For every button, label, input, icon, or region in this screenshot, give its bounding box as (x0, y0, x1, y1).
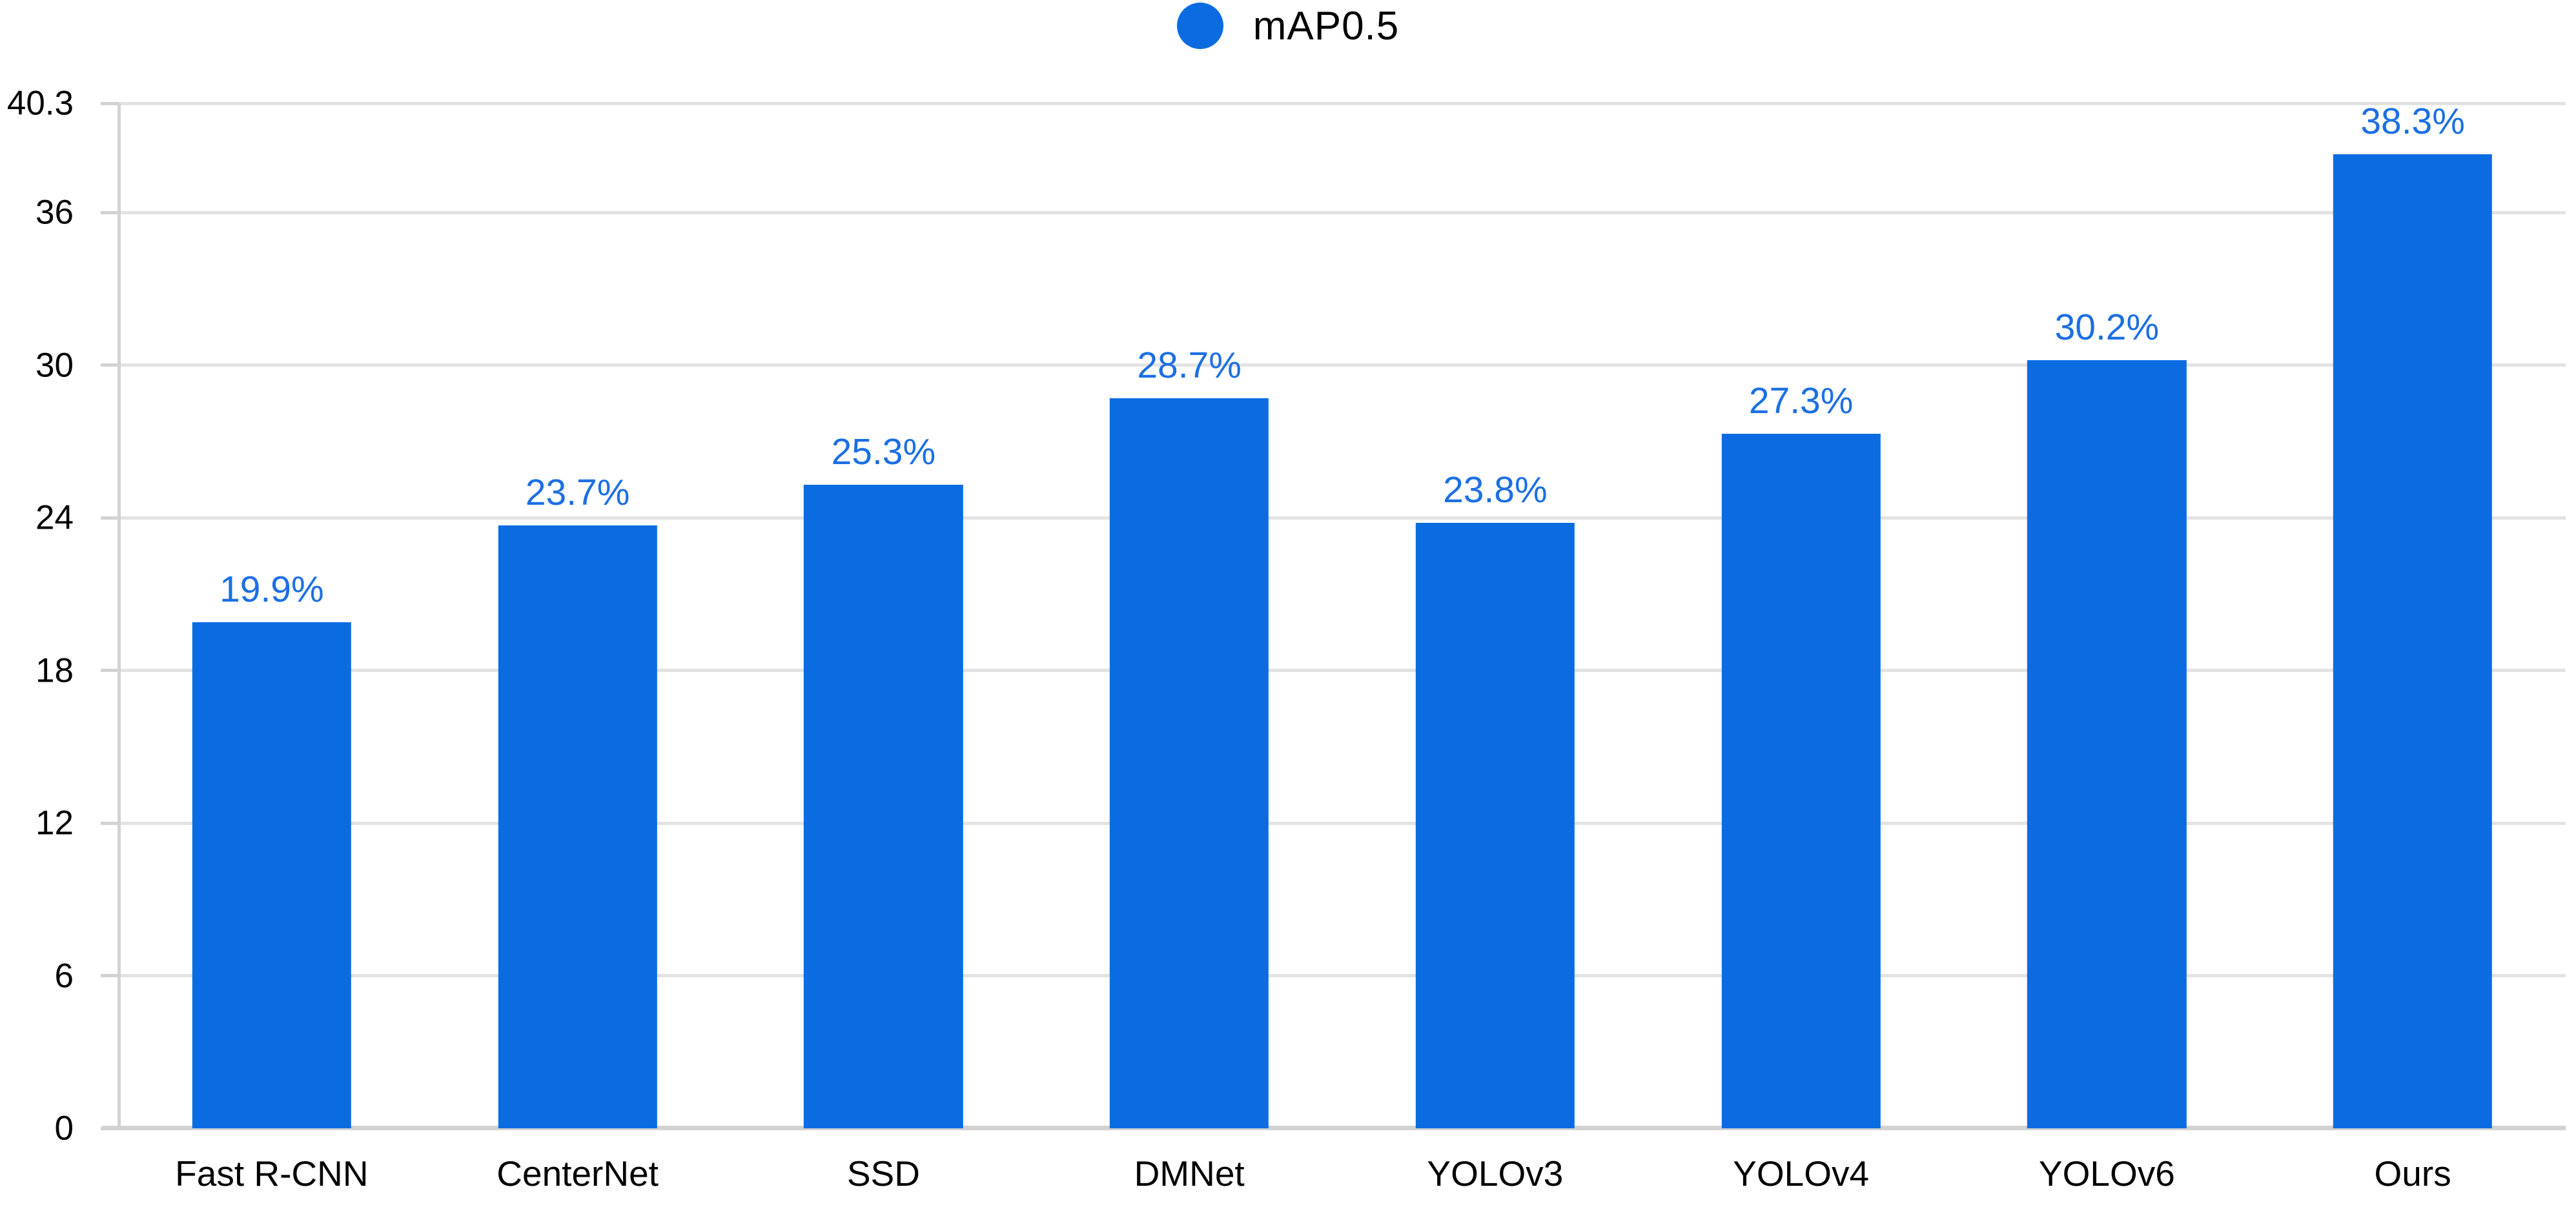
bar-ours (2333, 154, 2493, 1128)
gridline-6 (119, 974, 2566, 978)
y-tick-label-40.3: 40.3 (6, 84, 74, 123)
y-axis-tick-40.3 (101, 101, 119, 105)
bar-column-fast-r-cnn: 19.9% (119, 103, 425, 1128)
bar-column-centernet: 23.7% (425, 103, 731, 1128)
gridline-30 (119, 363, 2566, 367)
y-tick-label-12: 12 (36, 804, 74, 842)
y-tick-label-0: 0 (54, 1109, 74, 1148)
bars-layer: 19.9% 23.7% 25.3% 28.7% 23.8% 27.3% 30.2% 38.3% (119, 103, 2566, 1128)
y-axis-tick-18 (101, 669, 119, 673)
x-axis-label-fast-r-cnn: Fast R-CNN (175, 1153, 369, 1194)
bar-value-label-dmnet: 28.7% (1137, 345, 1242, 387)
y-axis-tick-36 (101, 210, 119, 214)
bar-yolov6 (2027, 360, 2187, 1128)
bar-column-dmnet: 28.7% (1036, 103, 1342, 1128)
bar-column-yolov6: 30.2% (1954, 103, 2260, 1128)
x-axis-label-ours: Ours (2374, 1153, 2451, 1194)
plot-area: 0 6 12 18 24 30 36 40.3 19.9% 23.7% 25.3% 28.7% 23.… (7, 86, 2566, 1146)
gridline-18 (119, 669, 2566, 673)
bar-column-yolov3: 23.8% (1342, 103, 1648, 1128)
bar-fast-r-cnn (192, 622, 352, 1128)
bar-value-label-yolov4: 27.3% (1748, 380, 1854, 422)
bar-value-label-yolov3: 23.8% (1443, 469, 1548, 511)
y-axis-tick-24 (101, 516, 119, 520)
bar-value-label-ssd: 25.3% (831, 431, 936, 473)
y-axis-tick-12 (101, 821, 119, 825)
bar-value-label-centernet: 23.7% (525, 472, 630, 514)
bar-dmnet (1109, 398, 1269, 1128)
x-axis-label-centernet: CenterNet (496, 1153, 659, 1194)
y-tick-label-18: 18 (36, 651, 74, 690)
y-tick-label-36: 36 (36, 193, 74, 232)
x-axis-label-yolov6: YOLOv6 (2038, 1153, 2175, 1194)
legend-series-label: mAP0.5 (1252, 3, 1400, 48)
x-axis-label-dmnet: DMNet (1134, 1153, 1245, 1194)
bar-value-label-yolov6: 30.2% (2054, 307, 2160, 348)
bar-yolov3 (1415, 523, 1575, 1128)
x-axis-label-yolov3: YOLOv3 (1427, 1153, 1564, 1194)
x-axis-label-ssd: SSD (846, 1153, 920, 1194)
bar-yolov4 (1721, 434, 1881, 1128)
x-axis-labels: Fast R-CNN CenterNet SSD DMNet YOLOv3 YOLOv4 Y… (119, 1153, 2566, 1194)
x-axis-label-yolov4: YOLOv4 (1733, 1153, 1870, 1194)
bar-ssd (804, 485, 963, 1128)
y-axis-line (118, 103, 121, 1128)
y-axis-tick-30 (101, 363, 119, 367)
gridline-40.3 (119, 101, 2566, 105)
chart-legend: mAP0.5 (0, 3, 2576, 49)
x-axis-baseline (102, 1126, 2566, 1130)
y-tick-label-30: 30 (36, 346, 74, 385)
gridline-12 (119, 821, 2566, 825)
legend-circle-icon (1176, 3, 1223, 49)
bar-column-ssd: 25.3% (731, 103, 1037, 1128)
bar-value-label-fast-r-cnn: 19.9% (220, 568, 324, 610)
gridline-36 (119, 210, 2566, 214)
bar-centernet (498, 525, 657, 1128)
y-axis-tick-6 (101, 974, 119, 978)
y-tick-label-24: 24 (36, 498, 74, 537)
bar-value-label-ours: 38.3% (2360, 100, 2465, 142)
gridline-24 (119, 516, 2566, 520)
bar-column-yolov4: 27.3% (1648, 103, 1954, 1128)
bar-column-ours: 38.3% (2260, 103, 2566, 1128)
y-tick-label-6: 6 (54, 957, 74, 995)
